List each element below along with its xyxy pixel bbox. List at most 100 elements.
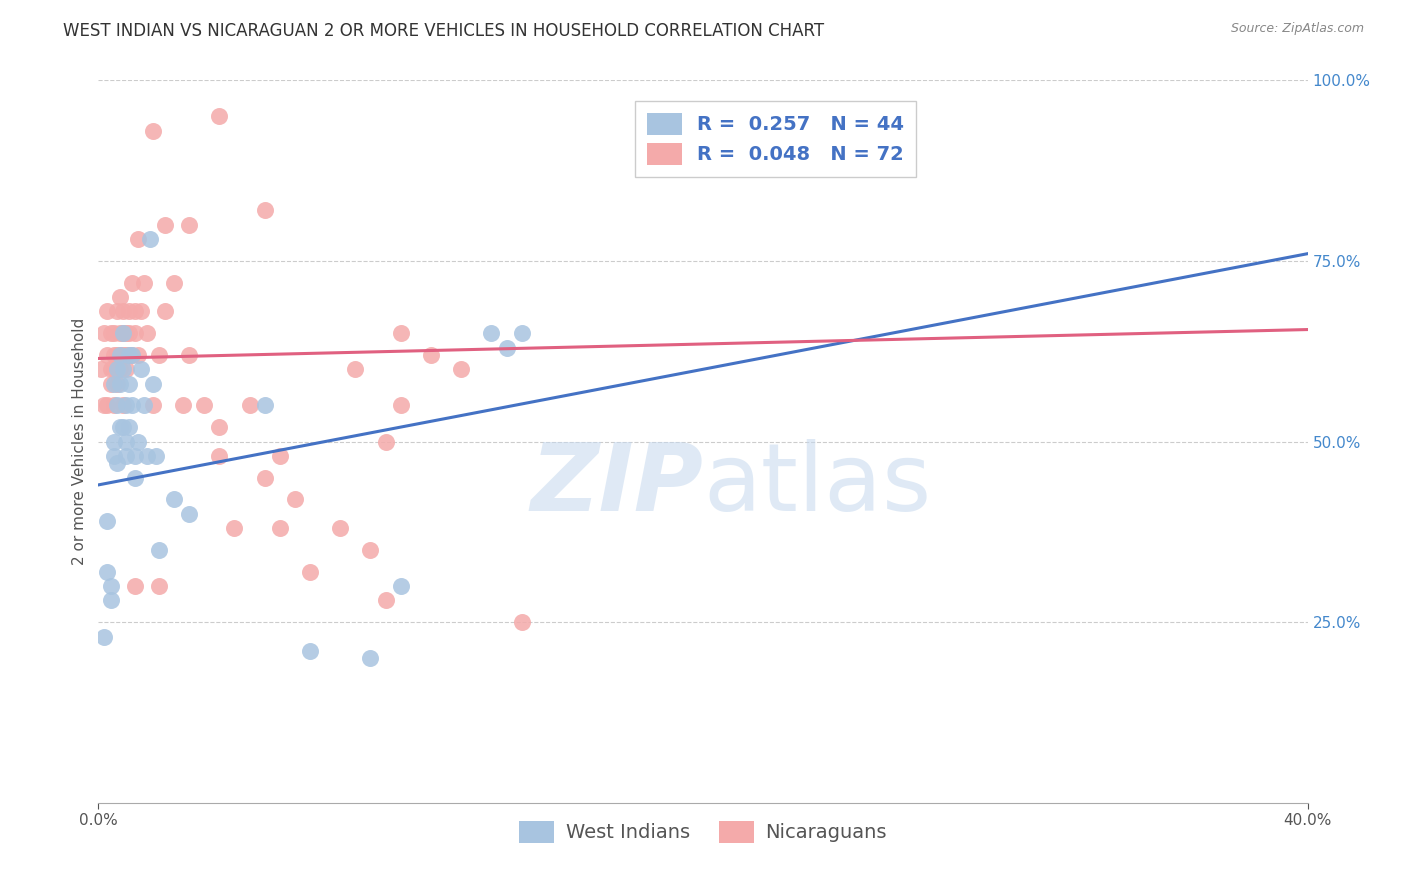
Point: [299, 565, 322, 579]
Point: [103, 326, 125, 340]
Point: [108, 420, 131, 434]
Point: [208, 110, 231, 124]
Point: [114, 362, 136, 376]
Point: [121, 348, 143, 362]
Point: [124, 326, 146, 340]
Point: [111, 348, 134, 362]
Point: [284, 492, 307, 507]
Point: [90, 362, 112, 376]
Point: [179, 507, 201, 521]
Legend: R =  0.257   N = 44, R =  0.048   N = 72: R = 0.257 N = 44, R = 0.048 N = 72: [636, 101, 915, 177]
Point: [389, 326, 412, 340]
Point: [253, 398, 276, 412]
Point: [127, 232, 149, 246]
Point: [163, 276, 186, 290]
Point: [153, 304, 176, 318]
Point: [103, 376, 125, 391]
Point: [510, 615, 533, 630]
Point: [172, 398, 194, 412]
Point: [111, 398, 134, 412]
Point: [193, 398, 215, 412]
Text: atlas: atlas: [703, 439, 931, 531]
Point: [111, 326, 134, 340]
Text: WEST INDIAN VS NICARAGUAN 2 OR MORE VEHICLES IN HOUSEHOLD CORRELATION CHART: WEST INDIAN VS NICARAGUAN 2 OR MORE VEHI…: [63, 22, 824, 40]
Point: [105, 398, 128, 412]
Point: [100, 376, 122, 391]
Text: Source: ZipAtlas.com: Source: ZipAtlas.com: [1230, 22, 1364, 36]
Point: [118, 376, 141, 391]
Point: [495, 341, 517, 355]
Point: [108, 290, 131, 304]
Point: [103, 398, 125, 412]
Point: [374, 593, 396, 607]
Point: [103, 348, 125, 362]
Point: [269, 521, 291, 535]
Point: [111, 362, 134, 376]
Point: [121, 276, 143, 290]
Point: [103, 362, 125, 376]
Point: [148, 348, 170, 362]
Point: [129, 304, 152, 318]
Point: [93, 326, 115, 340]
Point: [121, 348, 143, 362]
Point: [96, 398, 118, 412]
Point: [108, 348, 131, 362]
Point: [360, 651, 382, 665]
Point: [135, 449, 157, 463]
Point: [142, 398, 165, 412]
Point: [108, 348, 131, 362]
Point: [96, 304, 118, 318]
Point: [100, 593, 122, 607]
Point: [96, 348, 118, 362]
Point: [299, 644, 322, 658]
Point: [450, 362, 472, 376]
Point: [105, 456, 128, 470]
Point: [118, 348, 141, 362]
Point: [111, 326, 134, 340]
Point: [93, 398, 115, 412]
Point: [360, 542, 382, 557]
Point: [142, 376, 165, 391]
Point: [103, 434, 125, 449]
Point: [208, 449, 231, 463]
Point: [105, 376, 128, 391]
Point: [239, 398, 262, 412]
Point: [142, 124, 165, 138]
Point: [153, 218, 176, 232]
Point: [105, 348, 128, 362]
Point: [118, 304, 141, 318]
Point: [103, 449, 125, 463]
Point: [420, 348, 443, 362]
Point: [208, 420, 231, 434]
Point: [124, 304, 146, 318]
Point: [105, 304, 128, 318]
Point: [118, 326, 141, 340]
Point: [389, 398, 412, 412]
Point: [114, 398, 136, 412]
Point: [111, 420, 134, 434]
Point: [179, 348, 201, 362]
Point: [114, 449, 136, 463]
Point: [124, 579, 146, 593]
Text: ZIP: ZIP: [530, 439, 703, 531]
Point: [118, 420, 141, 434]
Point: [108, 326, 131, 340]
Point: [114, 348, 136, 362]
Point: [148, 579, 170, 593]
Point: [124, 470, 146, 484]
Point: [127, 434, 149, 449]
Point: [139, 232, 162, 246]
Point: [389, 579, 412, 593]
Point: [329, 521, 352, 535]
Point: [163, 492, 186, 507]
Point: [132, 276, 155, 290]
Point: [114, 326, 136, 340]
Point: [179, 218, 201, 232]
Point: [374, 434, 396, 449]
Point: [510, 326, 533, 340]
Point: [96, 565, 118, 579]
Point: [100, 326, 122, 340]
Point: [344, 362, 367, 376]
Point: [127, 348, 149, 362]
Point: [100, 579, 122, 593]
